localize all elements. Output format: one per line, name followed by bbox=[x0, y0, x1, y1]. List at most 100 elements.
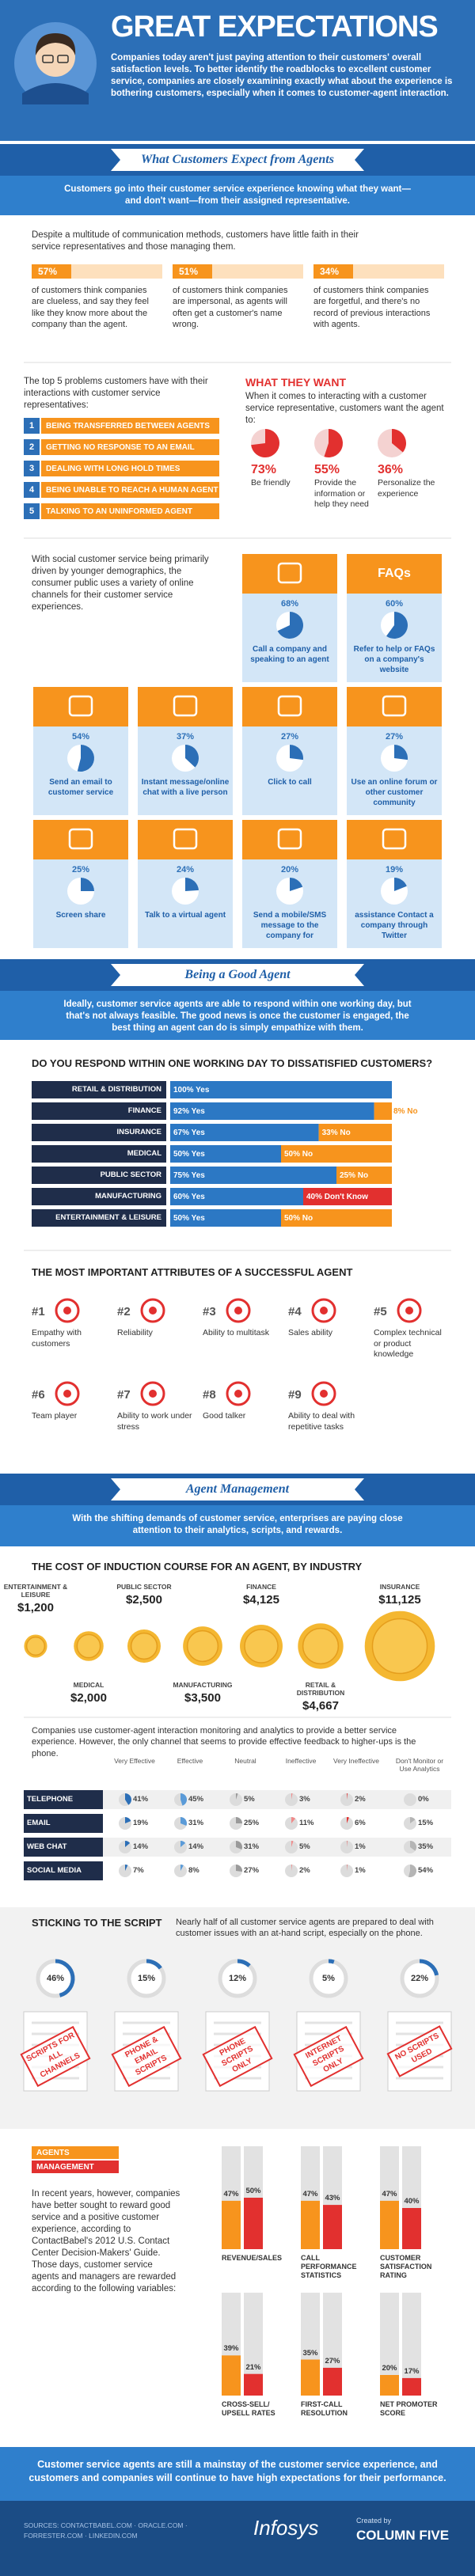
attribute-rank: #1 bbox=[32, 1305, 45, 1318]
cost-value: $4,125 bbox=[243, 1593, 279, 1607]
bar-label: 47% bbox=[302, 2189, 318, 2199]
pie-slice bbox=[180, 1841, 186, 1847]
intro-box bbox=[0, 1505, 475, 1546]
respond-label: MANUFACTURING bbox=[95, 1192, 162, 1201]
pie-text: Provide the information or help they nee… bbox=[314, 478, 369, 510]
tile-text: Send an email to customer service bbox=[48, 778, 114, 797]
tile-label: 27% bbox=[385, 732, 404, 742]
tile-header bbox=[242, 554, 337, 594]
analytics-row-bg bbox=[103, 1814, 451, 1833]
analytics-column: Very Ineffective bbox=[333, 1757, 379, 1765]
tile-label: 54% bbox=[71, 732, 90, 742]
pie-slice bbox=[290, 745, 303, 761]
pie-slice bbox=[125, 1793, 132, 1805]
analytics-column: Neutral bbox=[234, 1757, 256, 1765]
attributes-title: THE MOST IMPORTANT ATTRIBUTES OF A SUCCE… bbox=[32, 1266, 353, 1278]
analytics-value: 15% bbox=[418, 1819, 434, 1827]
respond-bar bbox=[281, 1209, 392, 1227]
pie-slice bbox=[291, 1865, 293, 1871]
analytics-value: 3% bbox=[299, 1795, 310, 1804]
cost-value: $4,667 bbox=[302, 1699, 339, 1713]
problem-bar bbox=[41, 461, 219, 476]
pie-slice bbox=[185, 878, 199, 891]
tile-text: assistance Contact a company through Twi… bbox=[355, 911, 434, 940]
tile-header bbox=[138, 820, 233, 859]
attribute-rank: #4 bbox=[288, 1305, 302, 1318]
respond-label-box bbox=[32, 1188, 166, 1205]
tile-label: 25% bbox=[71, 865, 90, 874]
tile-text: Screen share bbox=[55, 911, 106, 920]
analytics-label: TELEPHONE bbox=[27, 1795, 74, 1804]
bar-label: 47% bbox=[223, 2189, 239, 2199]
pie-slice bbox=[408, 1865, 416, 1877]
tile-header bbox=[347, 820, 442, 859]
problem-rank-box bbox=[24, 439, 40, 455]
respond-label: RETAIL & DISTRIBUTION bbox=[71, 1085, 162, 1094]
tile-label: 37% bbox=[176, 732, 195, 742]
analytics-value: 25% bbox=[244, 1819, 260, 1827]
attribute-rank: #5 bbox=[374, 1305, 387, 1318]
tile-text: Refer to help or FAQs on a company's web… bbox=[353, 645, 435, 674]
attribute-rank: #6 bbox=[32, 1388, 45, 1402]
tile-header bbox=[33, 820, 128, 859]
attribute-rank: #7 bbox=[117, 1388, 131, 1402]
pie-slice bbox=[236, 1793, 238, 1800]
respond-bar bbox=[170, 1102, 374, 1120]
cost-value: $2,500 bbox=[126, 1593, 162, 1607]
group-name: NET PROMOTER SCORE bbox=[380, 2400, 438, 2417]
coin-rim bbox=[130, 1632, 158, 1660]
script-title: STICKING TO THE SCRIPT bbox=[32, 1917, 162, 1929]
respond-value: 100% Yes bbox=[173, 1086, 210, 1095]
script-label: 15% bbox=[137, 1974, 156, 1983]
problem-text: DEALING WITH LONG HOLD TIMES bbox=[46, 465, 180, 473]
respond-bar bbox=[170, 1081, 392, 1098]
attribute-icon bbox=[63, 1390, 71, 1398]
tile-text: Talk to a virtual agent bbox=[144, 911, 226, 920]
analytics-value: 0% bbox=[418, 1795, 429, 1804]
analytics-column: Very Effective bbox=[114, 1757, 155, 1765]
analytics-row-bg bbox=[103, 1790, 451, 1809]
analytics-value: 5% bbox=[299, 1842, 310, 1851]
attribute-icon bbox=[397, 1298, 422, 1323]
cost-value: $3,500 bbox=[184, 1691, 221, 1705]
pie-label: 73% bbox=[251, 463, 277, 476]
group-name: REVENUE/SALES bbox=[222, 2254, 283, 2262]
respond-value: 50% No bbox=[284, 1150, 314, 1159]
avatar-glasses bbox=[57, 55, 69, 63]
script-arc bbox=[55, 1959, 75, 1997]
title: GREAT EXPECTATIONS bbox=[111, 10, 439, 44]
respond-bar bbox=[303, 1188, 392, 1205]
bar bbox=[323, 2205, 342, 2249]
coin-rim bbox=[25, 1636, 46, 1656]
problem-rank-box bbox=[24, 482, 40, 498]
pie-text: Be friendly bbox=[251, 478, 291, 488]
respond-title: DO YOU RESPOND WITHIN ONE WORKING DAY TO… bbox=[32, 1057, 433, 1069]
respond-bar bbox=[170, 1124, 319, 1141]
cost-name: FINANCE bbox=[246, 1583, 276, 1591]
tile-icon-text: FAQs bbox=[378, 567, 411, 580]
analytics-intro: Companies use customer-agent interaction… bbox=[32, 1726, 416, 1758]
stat-badge bbox=[32, 264, 71, 279]
group-name: CROSS-SELL/ UPSELL RATES bbox=[222, 2400, 276, 2417]
attribute-icon bbox=[55, 1298, 80, 1323]
analytics-value: 14% bbox=[133, 1842, 149, 1851]
problem-bar bbox=[41, 503, 219, 519]
cost-value: $11,125 bbox=[378, 1593, 421, 1607]
script-arc bbox=[419, 1959, 439, 1976]
intro: Companies today aren't just paying atten… bbox=[111, 53, 453, 98]
attribute-icon bbox=[234, 1307, 242, 1315]
analytics-label-box bbox=[24, 1790, 103, 1809]
tile-header bbox=[242, 687, 337, 727]
tile-header bbox=[138, 687, 233, 727]
analytics-value: 31% bbox=[188, 1819, 204, 1827]
cost-title: THE COST OF INDUCTION COURSE FOR AN AGEN… bbox=[32, 1561, 363, 1573]
pie-slice bbox=[236, 1817, 242, 1823]
pie-slice bbox=[180, 1793, 187, 1806]
attribute-icon bbox=[311, 1298, 336, 1323]
banner-title: Being a Good Agent bbox=[184, 968, 291, 981]
bar bbox=[402, 2208, 421, 2249]
bar bbox=[402, 2377, 421, 2396]
script-arc bbox=[237, 1959, 251, 1967]
coin-rim bbox=[244, 1629, 279, 1664]
respond-bar bbox=[170, 1209, 281, 1227]
